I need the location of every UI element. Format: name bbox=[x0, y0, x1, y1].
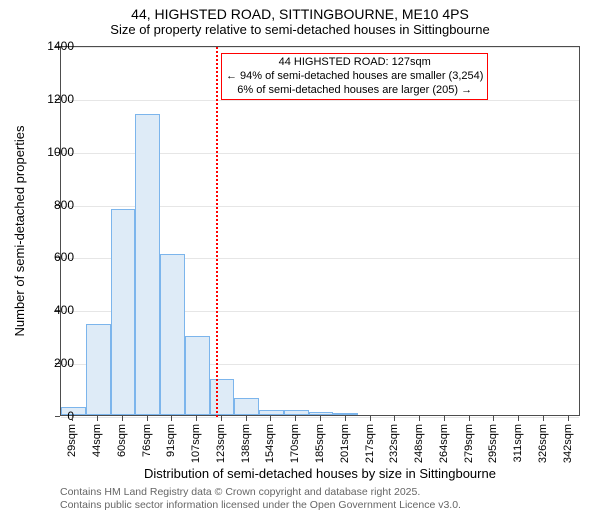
x-tick-mark bbox=[543, 416, 544, 421]
y-tick-label: 800 bbox=[34, 198, 74, 212]
x-tick-label: 279sqm bbox=[463, 424, 475, 463]
x-tick-mark bbox=[320, 416, 321, 421]
x-tick-mark bbox=[493, 416, 494, 421]
y-axis-label: Number of semi-detached properties bbox=[12, 126, 27, 337]
x-tick-label: 248sqm bbox=[413, 424, 425, 463]
x-tick-mark bbox=[469, 416, 470, 421]
chart-title: 44, HIGHSTED ROAD, SITTINGBOURNE, ME10 4… bbox=[0, 0, 600, 22]
gridline bbox=[61, 47, 579, 48]
x-tick-label: 44sqm bbox=[91, 424, 103, 457]
x-tick-label: 170sqm bbox=[289, 424, 301, 463]
chart-container: 44, HIGHSTED ROAD, SITTINGBOURNE, ME10 4… bbox=[0, 0, 600, 500]
x-tick-mark bbox=[444, 416, 445, 421]
histogram-bar bbox=[234, 398, 259, 415]
x-tick-mark bbox=[122, 416, 123, 421]
x-tick-mark bbox=[221, 416, 222, 421]
plot-area: 44 HIGHSTED ROAD: 127sqm← 94% of semi-de… bbox=[60, 46, 580, 416]
histogram-bar bbox=[333, 413, 358, 415]
x-tick-label: 60sqm bbox=[116, 424, 128, 457]
x-tick-label: 185sqm bbox=[314, 424, 326, 463]
x-tick-label: 264sqm bbox=[438, 424, 450, 463]
x-tick-mark bbox=[419, 416, 420, 421]
x-axis-label: Distribution of semi-detached houses by … bbox=[60, 466, 580, 481]
x-tick-mark bbox=[568, 416, 569, 421]
y-tick-label: 600 bbox=[34, 250, 74, 264]
x-tick-label: 76sqm bbox=[141, 424, 153, 457]
y-tick-label: 200 bbox=[34, 356, 74, 370]
annotation-line: 6% of semi-detached houses are larger (2… bbox=[226, 84, 483, 98]
x-tick-mark bbox=[370, 416, 371, 421]
x-tick-mark bbox=[196, 416, 197, 421]
annotation-line: ← 94% of semi-detached houses are smalle… bbox=[226, 70, 483, 84]
x-tick-mark bbox=[518, 416, 519, 421]
histogram-bar bbox=[160, 254, 185, 415]
y-tick-label: 1400 bbox=[34, 39, 74, 53]
x-tick-mark bbox=[246, 416, 247, 421]
histogram-bar bbox=[284, 410, 309, 415]
x-tick-label: 107sqm bbox=[190, 424, 202, 463]
x-tick-label: 326sqm bbox=[537, 424, 549, 463]
x-tick-label: 295sqm bbox=[487, 424, 499, 463]
x-tick-label: 91sqm bbox=[165, 424, 177, 457]
x-tick-mark bbox=[171, 416, 172, 421]
annotation-box: 44 HIGHSTED ROAD: 127sqm← 94% of semi-de… bbox=[221, 53, 488, 100]
x-tick-label: 154sqm bbox=[264, 424, 276, 463]
x-tick-label: 29sqm bbox=[66, 424, 78, 457]
chart-subtitle: Size of property relative to semi-detach… bbox=[0, 22, 600, 41]
x-tick-mark bbox=[147, 416, 148, 421]
x-tick-label: 311sqm bbox=[512, 424, 524, 462]
histogram-bar bbox=[111, 209, 136, 415]
x-tick-label: 201sqm bbox=[339, 424, 351, 463]
x-tick-mark bbox=[72, 416, 73, 421]
x-tick-mark bbox=[97, 416, 98, 421]
y-tick-label: 0 bbox=[34, 409, 74, 423]
histogram-bar bbox=[86, 324, 111, 415]
annotation-line: 44 HIGHSTED ROAD: 127sqm bbox=[226, 56, 483, 70]
x-tick-mark bbox=[345, 416, 346, 421]
histogram-bar bbox=[185, 336, 210, 415]
x-tick-label: 232sqm bbox=[388, 424, 400, 463]
x-tick-label: 138sqm bbox=[240, 424, 252, 463]
y-tick-label: 1200 bbox=[34, 92, 74, 106]
histogram-bar bbox=[309, 412, 334, 415]
histogram-bar bbox=[259, 410, 284, 415]
footer-line-2: Contains public sector information licen… bbox=[60, 499, 461, 511]
histogram-bar bbox=[135, 114, 160, 415]
x-tick-label: 342sqm bbox=[562, 424, 574, 463]
x-tick-mark bbox=[394, 416, 395, 421]
y-tick-label: 1000 bbox=[34, 145, 74, 159]
x-tick-label: 123sqm bbox=[215, 424, 227, 463]
y-tick-label: 400 bbox=[34, 303, 74, 317]
footer-line-1: Contains HM Land Registry data © Crown c… bbox=[60, 486, 420, 498]
x-tick-mark bbox=[270, 416, 271, 421]
x-tick-mark bbox=[295, 416, 296, 421]
x-tick-label: 217sqm bbox=[364, 424, 376, 463]
histogram-bar bbox=[210, 379, 235, 415]
